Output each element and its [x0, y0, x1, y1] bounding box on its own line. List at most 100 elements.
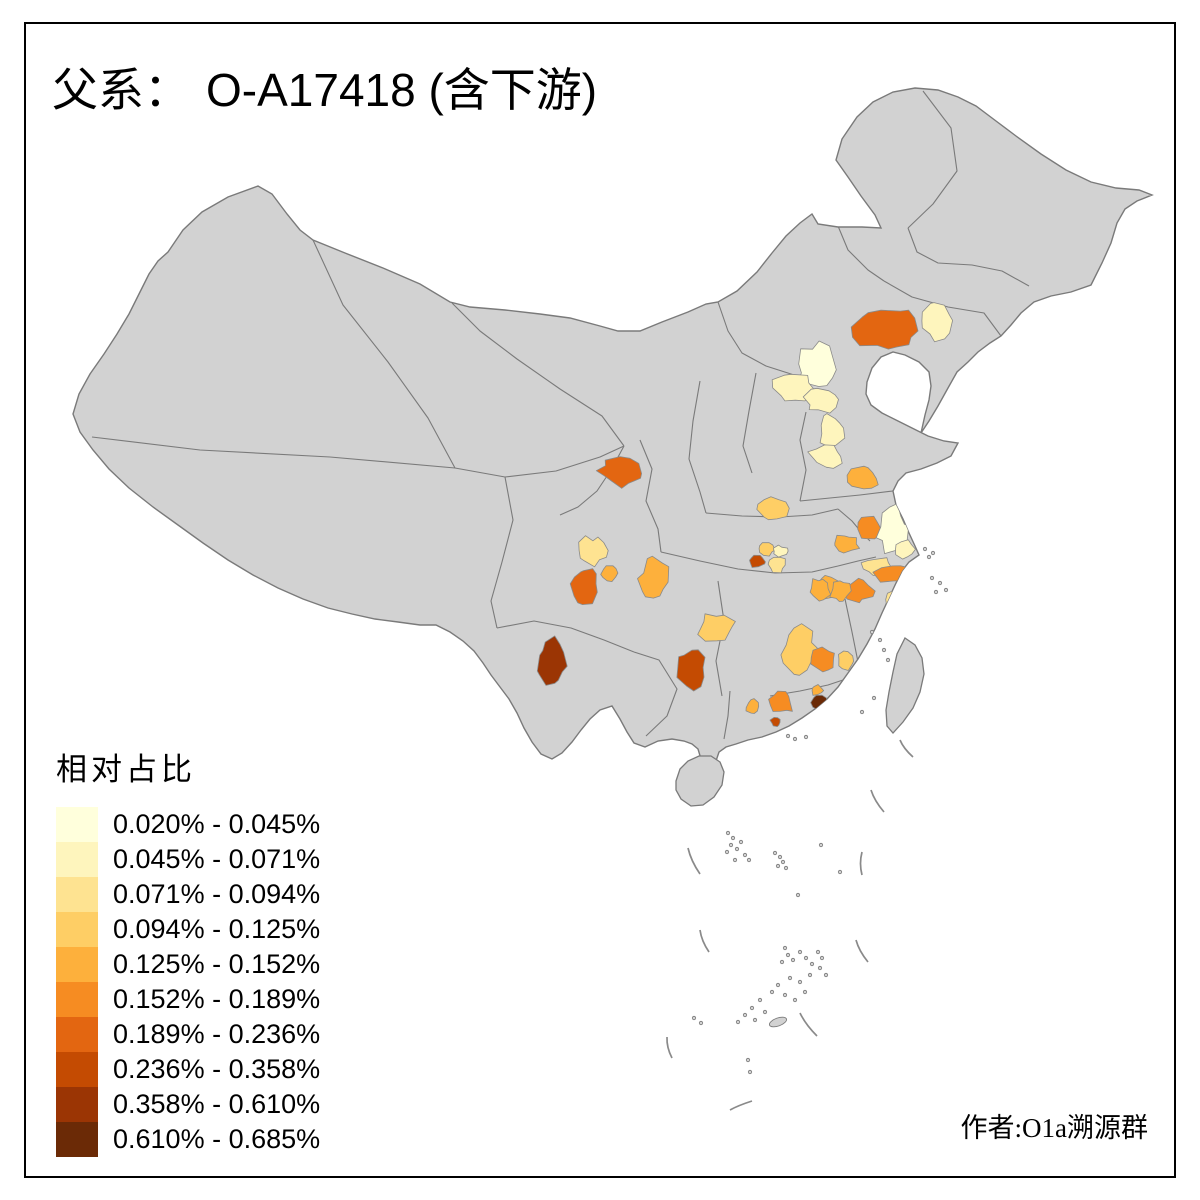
legend-label-5: 0.125% - 0.152% — [113, 949, 321, 979]
province-border — [907, 227, 1030, 287]
islet-large — [768, 1016, 788, 1028]
province-border — [312, 239, 456, 469]
mainland-outline — [72, 87, 1154, 770]
province-border — [837, 225, 885, 282]
province-border — [639, 439, 662, 553]
islet — [782, 992, 788, 998]
legend-swatch-10 — [56, 1122, 98, 1157]
islet — [819, 955, 825, 961]
legend-row: 0.094% - 0.125% — [56, 912, 320, 947]
islet — [742, 1012, 748, 1018]
dash-segment — [870, 789, 885, 813]
islet — [752, 1017, 758, 1023]
islet — [782, 945, 788, 951]
province-border — [883, 280, 1002, 337]
region-beijing — [798, 340, 837, 387]
legend-label-6: 0.152% - 0.189% — [113, 984, 321, 1014]
islet — [738, 839, 744, 845]
region-linyi-suqian — [846, 465, 879, 490]
dash-segment — [899, 739, 914, 758]
region-anqing — [809, 578, 832, 602]
province-border — [454, 445, 625, 478]
islet — [937, 580, 943, 586]
dash-segment — [729, 1100, 753, 1111]
islet — [691, 1015, 697, 1021]
province-borders — [91, 90, 1030, 740]
legend-label-2: 0.045% - 0.071% — [113, 844, 321, 874]
region-zhaoqing — [745, 698, 760, 714]
region-hubei-pale-north — [773, 544, 789, 558]
province-border — [688, 380, 707, 514]
islet — [745, 1057, 751, 1063]
province-border — [91, 436, 456, 469]
islet — [777, 854, 783, 860]
author-credit: 作者:O1a溯源群 — [960, 1113, 1148, 1143]
region-chizhou — [829, 580, 852, 602]
islet — [869, 629, 875, 635]
province-border — [723, 690, 731, 740]
province-border — [799, 490, 894, 502]
islet — [724, 849, 730, 855]
province-border — [496, 620, 635, 653]
region-shanghai-suzhou — [895, 539, 916, 560]
legend-swatch-4 — [56, 912, 98, 947]
islet — [787, 975, 793, 981]
legend-swatch-9 — [56, 1087, 98, 1122]
legend-label-1: 0.020% - 0.045% — [113, 809, 321, 839]
islet — [762, 1009, 768, 1015]
legend-swatch-7 — [56, 1017, 98, 1052]
islet — [943, 587, 949, 593]
region-sichuan-north — [595, 456, 642, 489]
islet — [797, 949, 803, 955]
islet — [732, 857, 738, 863]
islet — [823, 972, 829, 978]
legend-row: 0.071% - 0.094% — [56, 877, 320, 912]
province-border — [799, 411, 807, 502]
islet — [837, 869, 843, 875]
dash-segment — [687, 847, 701, 875]
page-title: 父系： O-A17418 (含下游) — [52, 54, 597, 120]
legend-label-10: 0.610% - 0.685% — [113, 1124, 321, 1154]
province-border — [451, 302, 625, 447]
dash-segment — [699, 929, 710, 953]
region-chengdu — [578, 535, 609, 568]
islet — [797, 979, 803, 985]
region-ganzhou — [780, 623, 818, 676]
region-tianjin-langfang — [802, 387, 839, 414]
region-leshan-meishan — [569, 568, 598, 605]
region-zhangjiakou — [771, 373, 817, 402]
region-chuxiong-yunnan — [536, 635, 568, 686]
province-border — [742, 372, 757, 474]
province-border — [633, 651, 678, 737]
legend-rows: 0.020% - 0.045% 0.045% - 0.071% 0.071% - 0… — [56, 807, 320, 1157]
province-border — [715, 580, 725, 697]
legend-row: 0.125% - 0.152% — [56, 947, 320, 982]
islet — [730, 835, 736, 841]
islet — [803, 955, 809, 961]
islet — [734, 846, 740, 852]
legend-label-3: 0.071% - 0.094% — [113, 879, 321, 909]
legend-swatch-8 — [56, 1052, 98, 1087]
islet — [757, 997, 763, 1003]
title-prefix: 父系： — [52, 65, 190, 116]
legend-swatch-1 — [56, 807, 98, 842]
islet — [803, 734, 809, 740]
islet — [933, 589, 939, 595]
province-border — [837, 556, 877, 567]
islets-layer — [691, 546, 949, 1075]
islet — [780, 859, 786, 865]
legend-label-7: 0.189% - 0.236% — [113, 1019, 321, 1049]
islet — [785, 952, 791, 958]
islet — [930, 550, 936, 556]
islet — [877, 637, 883, 643]
region-shaoguan-qingyuan — [768, 690, 793, 712]
region-liaoning-east — [921, 302, 953, 343]
region-liaoning-west — [850, 309, 919, 350]
islet — [779, 959, 785, 965]
islet — [817, 965, 823, 971]
region-changde-hunan — [697, 613, 736, 642]
dash-segment — [799, 1012, 818, 1037]
legend-row: 0.358% - 0.610% — [56, 1087, 320, 1122]
